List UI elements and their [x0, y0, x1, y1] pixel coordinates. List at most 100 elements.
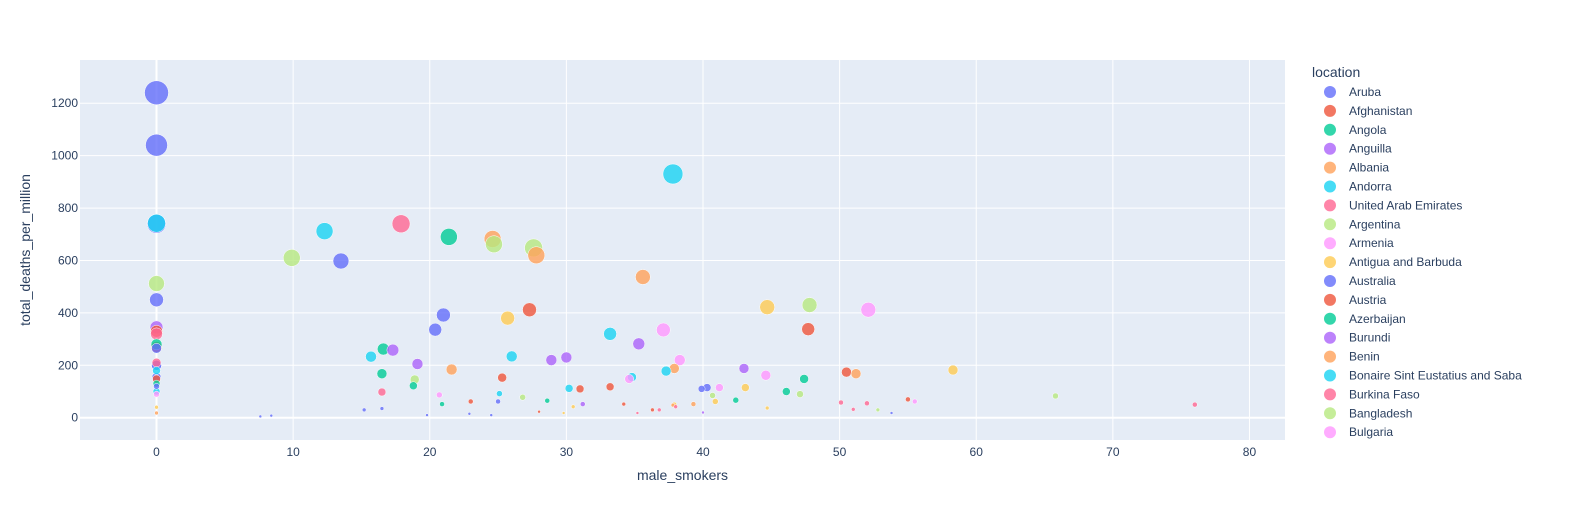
data-point[interactable] [519, 394, 526, 401]
data-point[interactable] [580, 401, 586, 407]
data-point[interactable] [496, 390, 503, 397]
legend-item[interactable]: Bangladesh [1324, 406, 1412, 420]
data-point[interactable] [436, 307, 451, 323]
data-point[interactable] [376, 368, 388, 379]
data-point[interactable] [624, 374, 634, 384]
data-point[interactable] [365, 350, 377, 363]
legend-item[interactable]: Andorra [1324, 180, 1392, 194]
data-point[interactable] [715, 383, 724, 392]
data-point[interactable] [505, 350, 518, 363]
data-point[interactable] [905, 396, 911, 403]
data-point[interactable] [741, 383, 750, 392]
data-point[interactable] [332, 252, 350, 270]
data-point[interactable] [153, 383, 160, 390]
data-point[interactable] [947, 364, 959, 376]
legend-item[interactable]: Burundi [1324, 331, 1390, 345]
data-point[interactable] [759, 299, 775, 315]
data-point[interactable] [650, 407, 655, 413]
data-point[interactable] [440, 228, 458, 246]
data-point[interactable] [425, 413, 429, 417]
data-point[interactable] [760, 370, 772, 381]
data-point[interactable] [864, 400, 870, 407]
legend-item[interactable]: Australia [1324, 274, 1396, 288]
data-point[interactable] [151, 343, 162, 354]
legend-item[interactable]: Aruba [1324, 85, 1381, 99]
data-point[interactable] [575, 384, 585, 394]
legend-item[interactable]: Bulgaria [1324, 425, 1393, 439]
data-point[interactable] [732, 396, 740, 404]
data-point[interactable] [860, 302, 877, 318]
data-point[interactable] [875, 407, 881, 413]
data-point[interactable] [570, 404, 576, 409]
data-point[interactable] [690, 401, 697, 407]
data-point[interactable] [445, 363, 458, 376]
legend-item[interactable]: Armenia [1324, 236, 1394, 250]
legend-item[interactable]: Antigua and Barbuda [1324, 255, 1462, 269]
data-point[interactable] [379, 406, 385, 411]
data-point[interactable] [674, 354, 686, 366]
data-point[interactable] [635, 411, 640, 415]
data-point[interactable] [148, 275, 165, 292]
data-point[interactable] [545, 354, 558, 366]
data-point[interactable] [850, 368, 862, 379]
data-point[interactable] [436, 391, 443, 399]
data-point[interactable] [149, 292, 164, 308]
data-point[interactable] [657, 407, 662, 413]
data-point[interactable] [527, 246, 546, 264]
data-point[interactable] [495, 398, 501, 405]
data-point[interactable] [144, 80, 169, 106]
data-point[interactable] [409, 381, 418, 391]
legend-item[interactable]: Azerbaijan [1324, 312, 1406, 326]
data-point[interactable] [801, 297, 818, 313]
data-point[interactable] [889, 411, 894, 415]
data-point[interactable] [1052, 392, 1059, 400]
data-point[interactable] [489, 413, 493, 417]
data-point[interactable] [738, 363, 750, 374]
data-point[interactable] [764, 405, 770, 411]
data-point[interactable] [485, 235, 503, 253]
legend-item[interactable]: Afghanistan [1324, 104, 1412, 118]
data-point[interactable] [258, 414, 263, 419]
data-point[interactable] [151, 357, 162, 368]
data-point[interactable] [283, 249, 301, 267]
data-point[interactable] [838, 399, 844, 406]
legend-item[interactable]: Albania [1324, 161, 1389, 175]
data-point[interactable] [497, 372, 507, 383]
data-point[interactable] [560, 351, 573, 364]
data-point[interactable] [386, 343, 400, 357]
data-point[interactable] [796, 390, 804, 398]
data-point[interactable] [701, 410, 705, 415]
data-point[interactable] [467, 398, 474, 405]
data-point[interactable] [656, 322, 671, 338]
data-point[interactable] [1192, 401, 1198, 408]
data-point[interactable] [269, 413, 274, 418]
data-point[interactable] [154, 404, 159, 410]
data-point[interactable] [709, 392, 716, 399]
data-point[interactable] [391, 214, 411, 234]
legend-item[interactable]: Anguilla [1324, 142, 1392, 156]
data-point[interactable] [439, 401, 445, 407]
data-point[interactable] [428, 322, 442, 337]
data-point[interactable] [537, 409, 541, 414]
data-point[interactable] [635, 269, 651, 285]
data-point[interactable] [801, 322, 815, 336]
data-point[interactable] [411, 358, 424, 370]
data-point[interactable] [315, 222, 334, 240]
data-point[interactable] [697, 385, 706, 393]
data-point[interactable] [145, 133, 168, 157]
data-point[interactable] [782, 387, 791, 396]
data-point[interactable] [662, 163, 684, 185]
data-point[interactable] [154, 410, 159, 416]
data-point[interactable] [561, 411, 566, 415]
data-point[interactable] [851, 407, 856, 412]
data-point[interactable] [152, 366, 161, 375]
legend-item[interactable]: Austria [1324, 293, 1387, 307]
data-point[interactable] [605, 382, 615, 392]
data-point[interactable] [150, 327, 163, 341]
data-point[interactable] [377, 387, 387, 397]
data-point[interactable] [147, 214, 166, 233]
data-point[interactable] [673, 404, 678, 409]
data-point[interactable] [712, 398, 719, 405]
data-point[interactable] [522, 302, 537, 318]
data-point[interactable] [544, 397, 550, 404]
